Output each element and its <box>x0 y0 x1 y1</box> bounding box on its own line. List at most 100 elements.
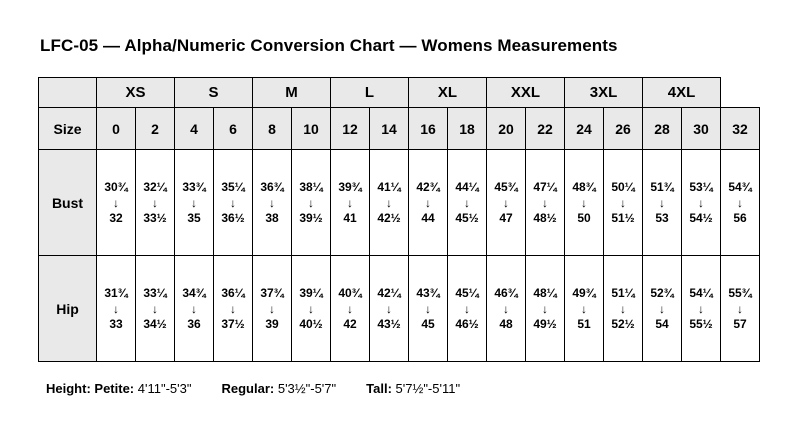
range-bottom-value: 51½ <box>611 210 635 225</box>
range-top-value: 40¾ <box>338 285 362 300</box>
down-arrow-icon: ↓ <box>620 195 626 210</box>
range-top-value: 50¼ <box>611 179 635 194</box>
height-note: Height: Petite: 4'11"-5'3" Regular: 5'3½"… <box>46 381 762 396</box>
range-bottom-value: 53 <box>655 210 669 225</box>
down-arrow-icon: ↓ <box>542 301 548 316</box>
corner-cell <box>38 77 97 108</box>
down-arrow-icon: ↓ <box>386 301 392 316</box>
range-bottom-value: 56 <box>733 210 747 225</box>
range-top-value: 32¼ <box>143 179 167 194</box>
down-arrow-icon: ↓ <box>659 195 665 210</box>
range-bottom-value: 38 <box>265 210 279 225</box>
range-top-value: 52¾ <box>650 285 674 300</box>
hip-row: Hip 31¾ ↓ 33 33¼ ↓ 34½ 34¾ ↓ 36 36¼ ↓ 37½ 37¾ ↓ 39 39¼ ↓ 4… <box>38 255 760 362</box>
range-top-value: 33¼ <box>143 285 167 300</box>
down-arrow-icon: ↓ <box>503 301 509 316</box>
measurement-cell: 52¾ ↓ 54 <box>642 255 682 362</box>
measurement-cell: 43¾ ↓ 45 <box>408 255 448 362</box>
regular-segment: Regular: 5'3½"-5'7" <box>221 381 336 396</box>
numeric-size-header: 6 <box>213 107 253 150</box>
range-bottom-value: 43½ <box>377 316 401 331</box>
range-bottom-value: 54 <box>655 316 669 331</box>
measurement-cell: 54¼ ↓ 55½ <box>681 255 721 362</box>
range-bottom-value: 49½ <box>533 316 557 331</box>
petite-segment: Height: Petite: 4'11"-5'3" <box>46 381 191 396</box>
down-arrow-icon: ↓ <box>698 195 704 210</box>
measurement-cell: 40¾ ↓ 42 <box>330 255 370 362</box>
petite-value: 4'11"-5'3" <box>137 381 192 396</box>
numeric-size-header: 0 <box>96 107 136 150</box>
measurement-cell: 54¾ ↓ 56 <box>720 149 760 256</box>
tall-label: Tall: <box>366 381 392 396</box>
measurement-cell: 33¾ ↓ 35 <box>174 149 214 256</box>
measurement-cell: 50¼ ↓ 51½ <box>603 149 643 256</box>
down-arrow-icon: ↓ <box>737 301 743 316</box>
numeric-size-header: 14 <box>369 107 409 150</box>
numeric-size-header: 18 <box>447 107 487 150</box>
down-arrow-icon: ↓ <box>308 195 314 210</box>
numeric-size-header: 2 <box>135 107 175 150</box>
range-bottom-value: 46½ <box>455 316 479 331</box>
measurement-cell: 42¼ ↓ 43½ <box>369 255 409 362</box>
range-top-value: 51¼ <box>611 285 635 300</box>
range-bottom-value: 36 <box>187 316 201 331</box>
alpha-size-header: XXL <box>486 77 565 108</box>
down-arrow-icon: ↓ <box>347 195 353 210</box>
numeric-size-row: Size 0 2 4 6 8 10 12 14 16 18 20 22 24 26 28 30 32 <box>38 107 760 150</box>
measurement-cell: 36¼ ↓ 37½ <box>213 255 253 362</box>
range-top-value: 47¼ <box>533 179 557 194</box>
range-bottom-value: 37½ <box>221 316 245 331</box>
alpha-size-header: 3XL <box>564 77 643 108</box>
regular-value: 5'3½"-5'7" <box>277 381 337 396</box>
range-top-value: 33¾ <box>182 179 206 194</box>
down-arrow-icon: ↓ <box>464 195 470 210</box>
range-top-value: 41¼ <box>377 179 401 194</box>
down-arrow-icon: ↓ <box>386 195 392 210</box>
alpha-size-header: XS <box>96 77 175 108</box>
measurement-row-label: Hip <box>38 255 97 362</box>
down-arrow-icon: ↓ <box>347 301 353 316</box>
down-arrow-icon: ↓ <box>425 301 431 316</box>
conversion-table: XS S M L XL XXL 3XL 4XL Size 0 2 4 6 8 10 12 14 16 18 20 22 2… <box>38 77 760 362</box>
down-arrow-icon: ↓ <box>581 195 587 210</box>
measurement-cell: 51¼ ↓ 52½ <box>603 255 643 362</box>
range-top-value: 34¾ <box>182 285 206 300</box>
range-bottom-value: 32 <box>109 210 123 225</box>
measurement-cell: 53¼ ↓ 54½ <box>681 149 721 256</box>
range-bottom-value: 55½ <box>689 316 713 331</box>
numeric-size-header: 10 <box>291 107 331 150</box>
range-bottom-value: 50 <box>577 210 591 225</box>
measurement-cell: 30¾ ↓ 32 <box>96 149 136 256</box>
range-top-value: 51¾ <box>650 179 674 194</box>
down-arrow-icon: ↓ <box>230 195 236 210</box>
measurement-cell: 38¼ ↓ 39½ <box>291 149 331 256</box>
range-bottom-value: 33½ <box>143 210 167 225</box>
measurement-cell: 34¾ ↓ 36 <box>174 255 214 362</box>
range-top-value: 42¼ <box>377 285 401 300</box>
measurement-cell: 45¼ ↓ 46½ <box>447 255 487 362</box>
down-arrow-icon: ↓ <box>230 301 236 316</box>
range-bottom-value: 52½ <box>611 316 635 331</box>
numeric-size-header: 24 <box>564 107 604 150</box>
numeric-size-header: 26 <box>603 107 643 150</box>
measurement-cell: 35¼ ↓ 36½ <box>213 149 253 256</box>
numeric-size-header: 8 <box>252 107 292 150</box>
range-top-value: 44¼ <box>455 179 479 194</box>
range-top-value: 36¼ <box>221 285 245 300</box>
range-bottom-value: 39½ <box>299 210 323 225</box>
range-top-value: 45¼ <box>455 285 479 300</box>
range-top-value: 35¼ <box>221 179 245 194</box>
down-arrow-icon: ↓ <box>503 195 509 210</box>
range-top-value: 43¾ <box>416 285 440 300</box>
down-arrow-icon: ↓ <box>737 195 743 210</box>
down-arrow-icon: ↓ <box>425 195 431 210</box>
range-top-value: 48¼ <box>533 285 557 300</box>
page-title: LFC-05 — Alpha/Numeric Conversion Chart … <box>40 36 618 55</box>
tall-value: 5'7½"-5'11" <box>395 381 461 396</box>
range-bottom-value: 33 <box>109 316 123 331</box>
range-top-value: 54¾ <box>728 179 752 194</box>
range-top-value: 39¾ <box>338 179 362 194</box>
numeric-size-header: 20 <box>486 107 526 150</box>
range-bottom-value: 35 <box>187 210 201 225</box>
measurement-cell: 51¾ ↓ 53 <box>642 149 682 256</box>
